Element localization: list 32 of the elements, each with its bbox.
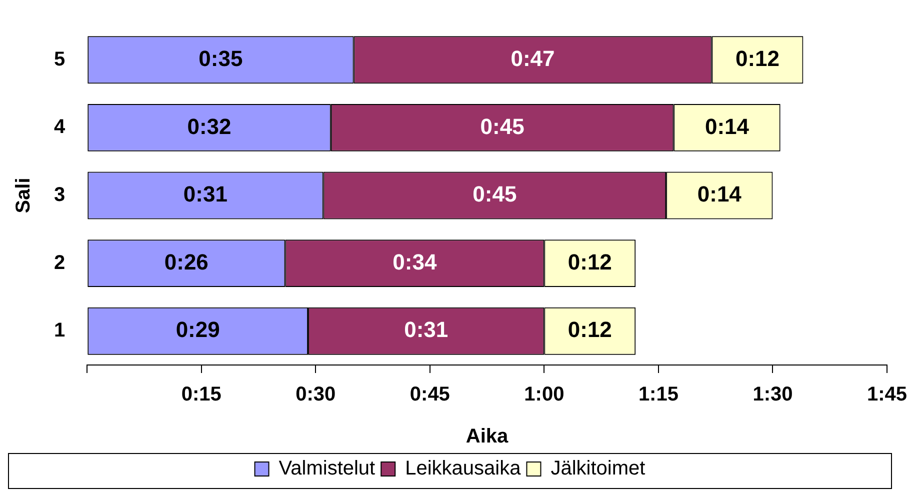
legend-label: Jälkitoimet	[550, 458, 646, 480]
data-label: 0:26	[164, 249, 208, 274]
data-label: 0:31	[404, 317, 448, 342]
y-tick-label: 1	[54, 320, 66, 342]
data-label: 0:12	[568, 249, 612, 274]
data-label: 0:14	[704, 114, 750, 139]
data-label: 0:34	[392, 249, 438, 274]
data-label: 0:45	[472, 182, 517, 207]
x-tick-label: 1:15	[638, 384, 678, 406]
y-tick-label: 3	[54, 184, 66, 206]
legend-label: Valmistelut	[278, 458, 376, 480]
data-label: 0:35	[198, 46, 243, 71]
x-tick-label: 1:45	[866, 384, 907, 406]
data-label: 0:32	[187, 114, 232, 139]
y-tick-label: 4	[54, 116, 66, 138]
y-tick-label: 2	[54, 252, 66, 274]
x-axis-title: Aika	[466, 426, 510, 448]
data-label: 0:29	[176, 317, 220, 342]
x-tick-label: 0:30	[296, 384, 336, 406]
y-axis-title: Sali	[12, 178, 35, 214]
x-tick-label: 0:45	[410, 384, 450, 406]
data-label: 0:45	[480, 114, 524, 139]
x-tick-label: 1:00	[524, 384, 564, 406]
x-tick-label: 0:15	[181, 384, 222, 406]
x-tick-label: 1:30	[752, 384, 793, 406]
data-label: 0:47	[510, 46, 555, 71]
y-tick-label: 5	[54, 48, 66, 70]
data-label: 0:31	[183, 182, 228, 207]
legend-label: Leikkausaika	[405, 458, 522, 480]
data-label: 0:14	[697, 182, 742, 207]
data-label: 0:12	[568, 317, 612, 342]
data-label: 0:12	[735, 46, 780, 71]
